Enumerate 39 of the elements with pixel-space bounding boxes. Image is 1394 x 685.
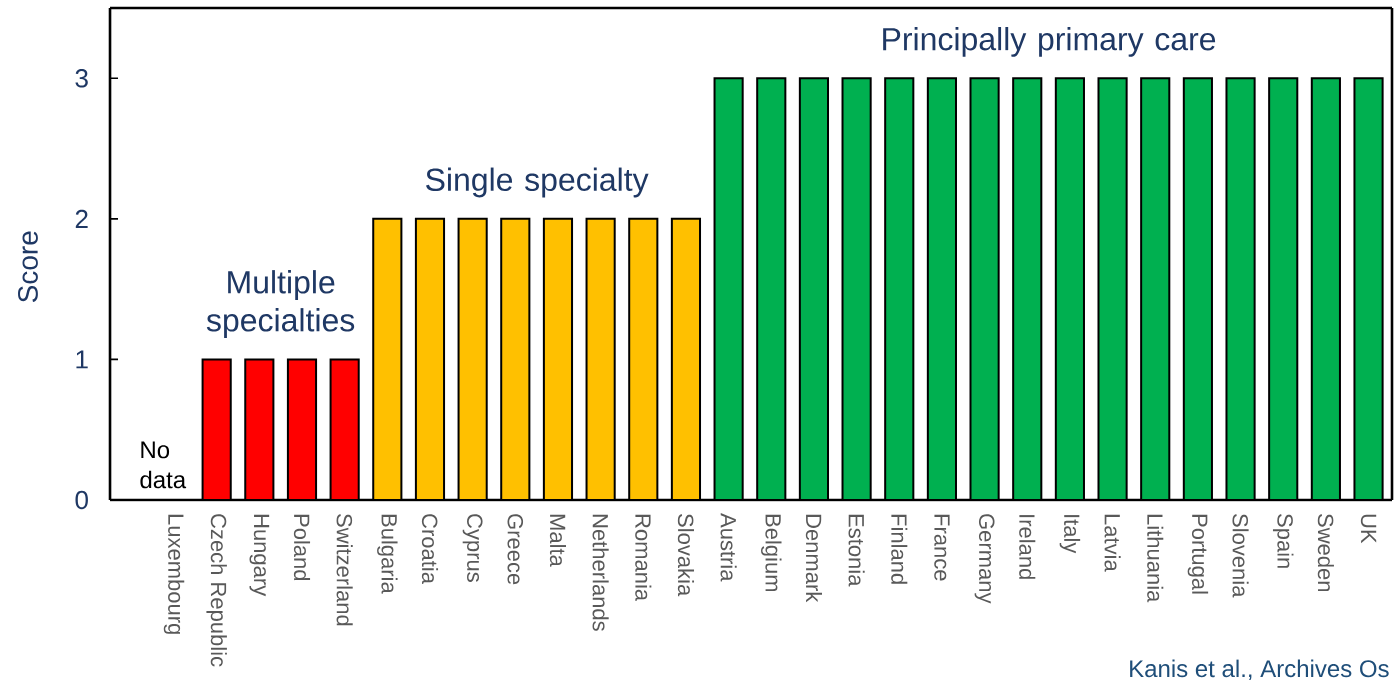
x-tick-label: Finland (891, 514, 908, 584)
x-tick-label: Greece (507, 514, 524, 585)
x-tick-label: Poland (293, 514, 311, 581)
x-tick-label: Bulgaria (377, 514, 398, 594)
x-tick-label: Germany (974, 514, 995, 604)
y-tick-label: 2 (75, 209, 88, 228)
x-tick-label: Romania (635, 514, 652, 602)
y-tick-label: 3 (75, 69, 88, 88)
annotation: Single specialty (426, 167, 649, 198)
x-tick-label: Estonia (848, 514, 865, 587)
x-tick-label: Spain (1272, 514, 1294, 568)
x-tick-label: Ireland (1019, 515, 1036, 579)
y-tick-label: 1 (76, 350, 88, 369)
y-axis-title: Score (18, 231, 38, 303)
x-tick-label: Denmark (805, 514, 822, 603)
annotation: Multiple specialties (206, 270, 355, 338)
x-tick-label: Italy (1059, 515, 1081, 554)
x-tick-label: Croatia (421, 514, 439, 584)
x-tick-label: Portugal (1187, 514, 1209, 594)
x-tick-label: Malta (549, 514, 567, 567)
x-tick-label: Latvia (1104, 514, 1121, 572)
x-tick-label: Sweden (1317, 514, 1334, 592)
x-tick-label: Lithuania (1147, 514, 1164, 603)
x-tick-label: Netherlands (592, 514, 609, 631)
x-tick-label: Luxembourg (163, 514, 185, 634)
x-tick-label: Belgium (761, 514, 782, 592)
x-tick-label: Slovenia (1232, 514, 1249, 598)
x-tick-label: UK (1360, 514, 1377, 544)
x-tick-label: Hungary (249, 514, 270, 597)
annotation: No data (140, 441, 187, 489)
x-tick-label: Slovakia (677, 514, 695, 597)
y-tick-label: 0 (75, 490, 88, 510)
x-tick-label: Cyprus (462, 514, 483, 582)
x-tick-label: France (934, 514, 950, 581)
x-tick-label: Austria (720, 513, 737, 582)
annotation: Principally primary care (883, 26, 1216, 57)
x-tick-label: Switzerland (336, 514, 353, 626)
x-tick-label: Czech Republic (206, 514, 227, 667)
text: Kanis et al., Archives Os (1130, 659, 1389, 681)
